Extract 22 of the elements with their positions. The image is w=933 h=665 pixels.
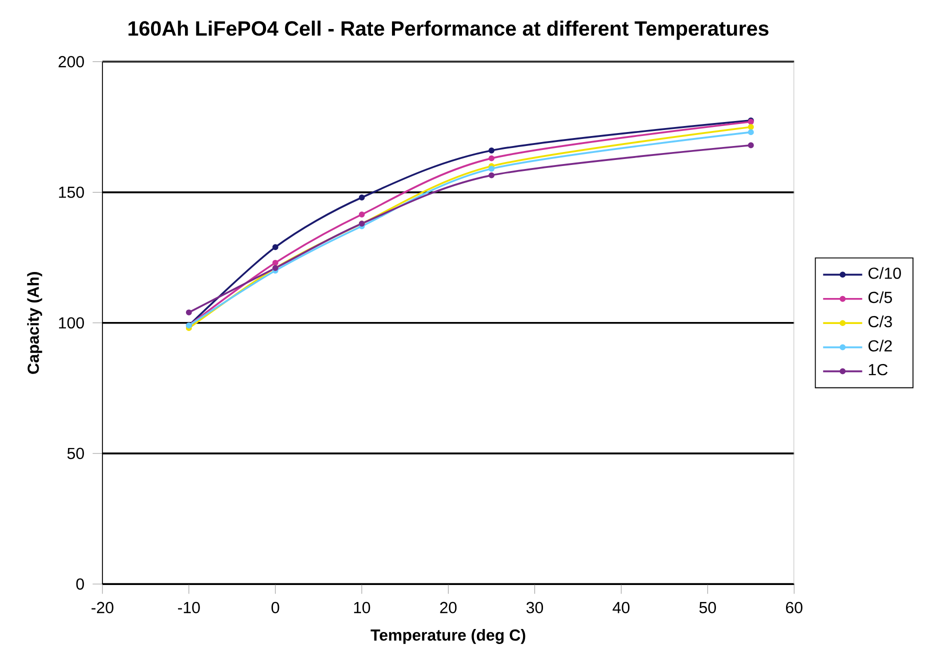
y-axis-title: Capacity (Ah): [27, 272, 42, 374]
x-tick-label: 30: [526, 602, 544, 614]
y-tick-label: 200: [58, 56, 84, 68]
x-tick-label: 60: [786, 602, 802, 614]
y-tick-label: 50: [67, 448, 84, 460]
legend-label: C/5: [868, 292, 892, 304]
x-tick-label: 50: [699, 602, 716, 614]
x-tick-label: 10: [354, 602, 370, 614]
x-tick-label: -10: [178, 602, 200, 614]
x-axis-title: Temperature (deg C): [370, 629, 526, 644]
x-tick-label: 0: [272, 602, 280, 614]
y-tick-label: 0: [76, 578, 84, 590]
y-tick-label: 150: [59, 186, 84, 198]
x-tick-label: 40: [612, 602, 630, 614]
legend-label: 1C: [868, 364, 888, 376]
x-tick-label: 20: [440, 602, 457, 614]
legend-label: C/3: [868, 316, 892, 328]
chart-title: 160Ah LiFePO4 Cell - Rate Performance at different Temperatures: [128, 20, 768, 40]
x-tick-label: -20: [92, 602, 114, 614]
legend-label: C/10: [868, 267, 901, 280]
legend-label: C/2: [868, 340, 892, 352]
y-tick-label: 100: [59, 317, 84, 329]
